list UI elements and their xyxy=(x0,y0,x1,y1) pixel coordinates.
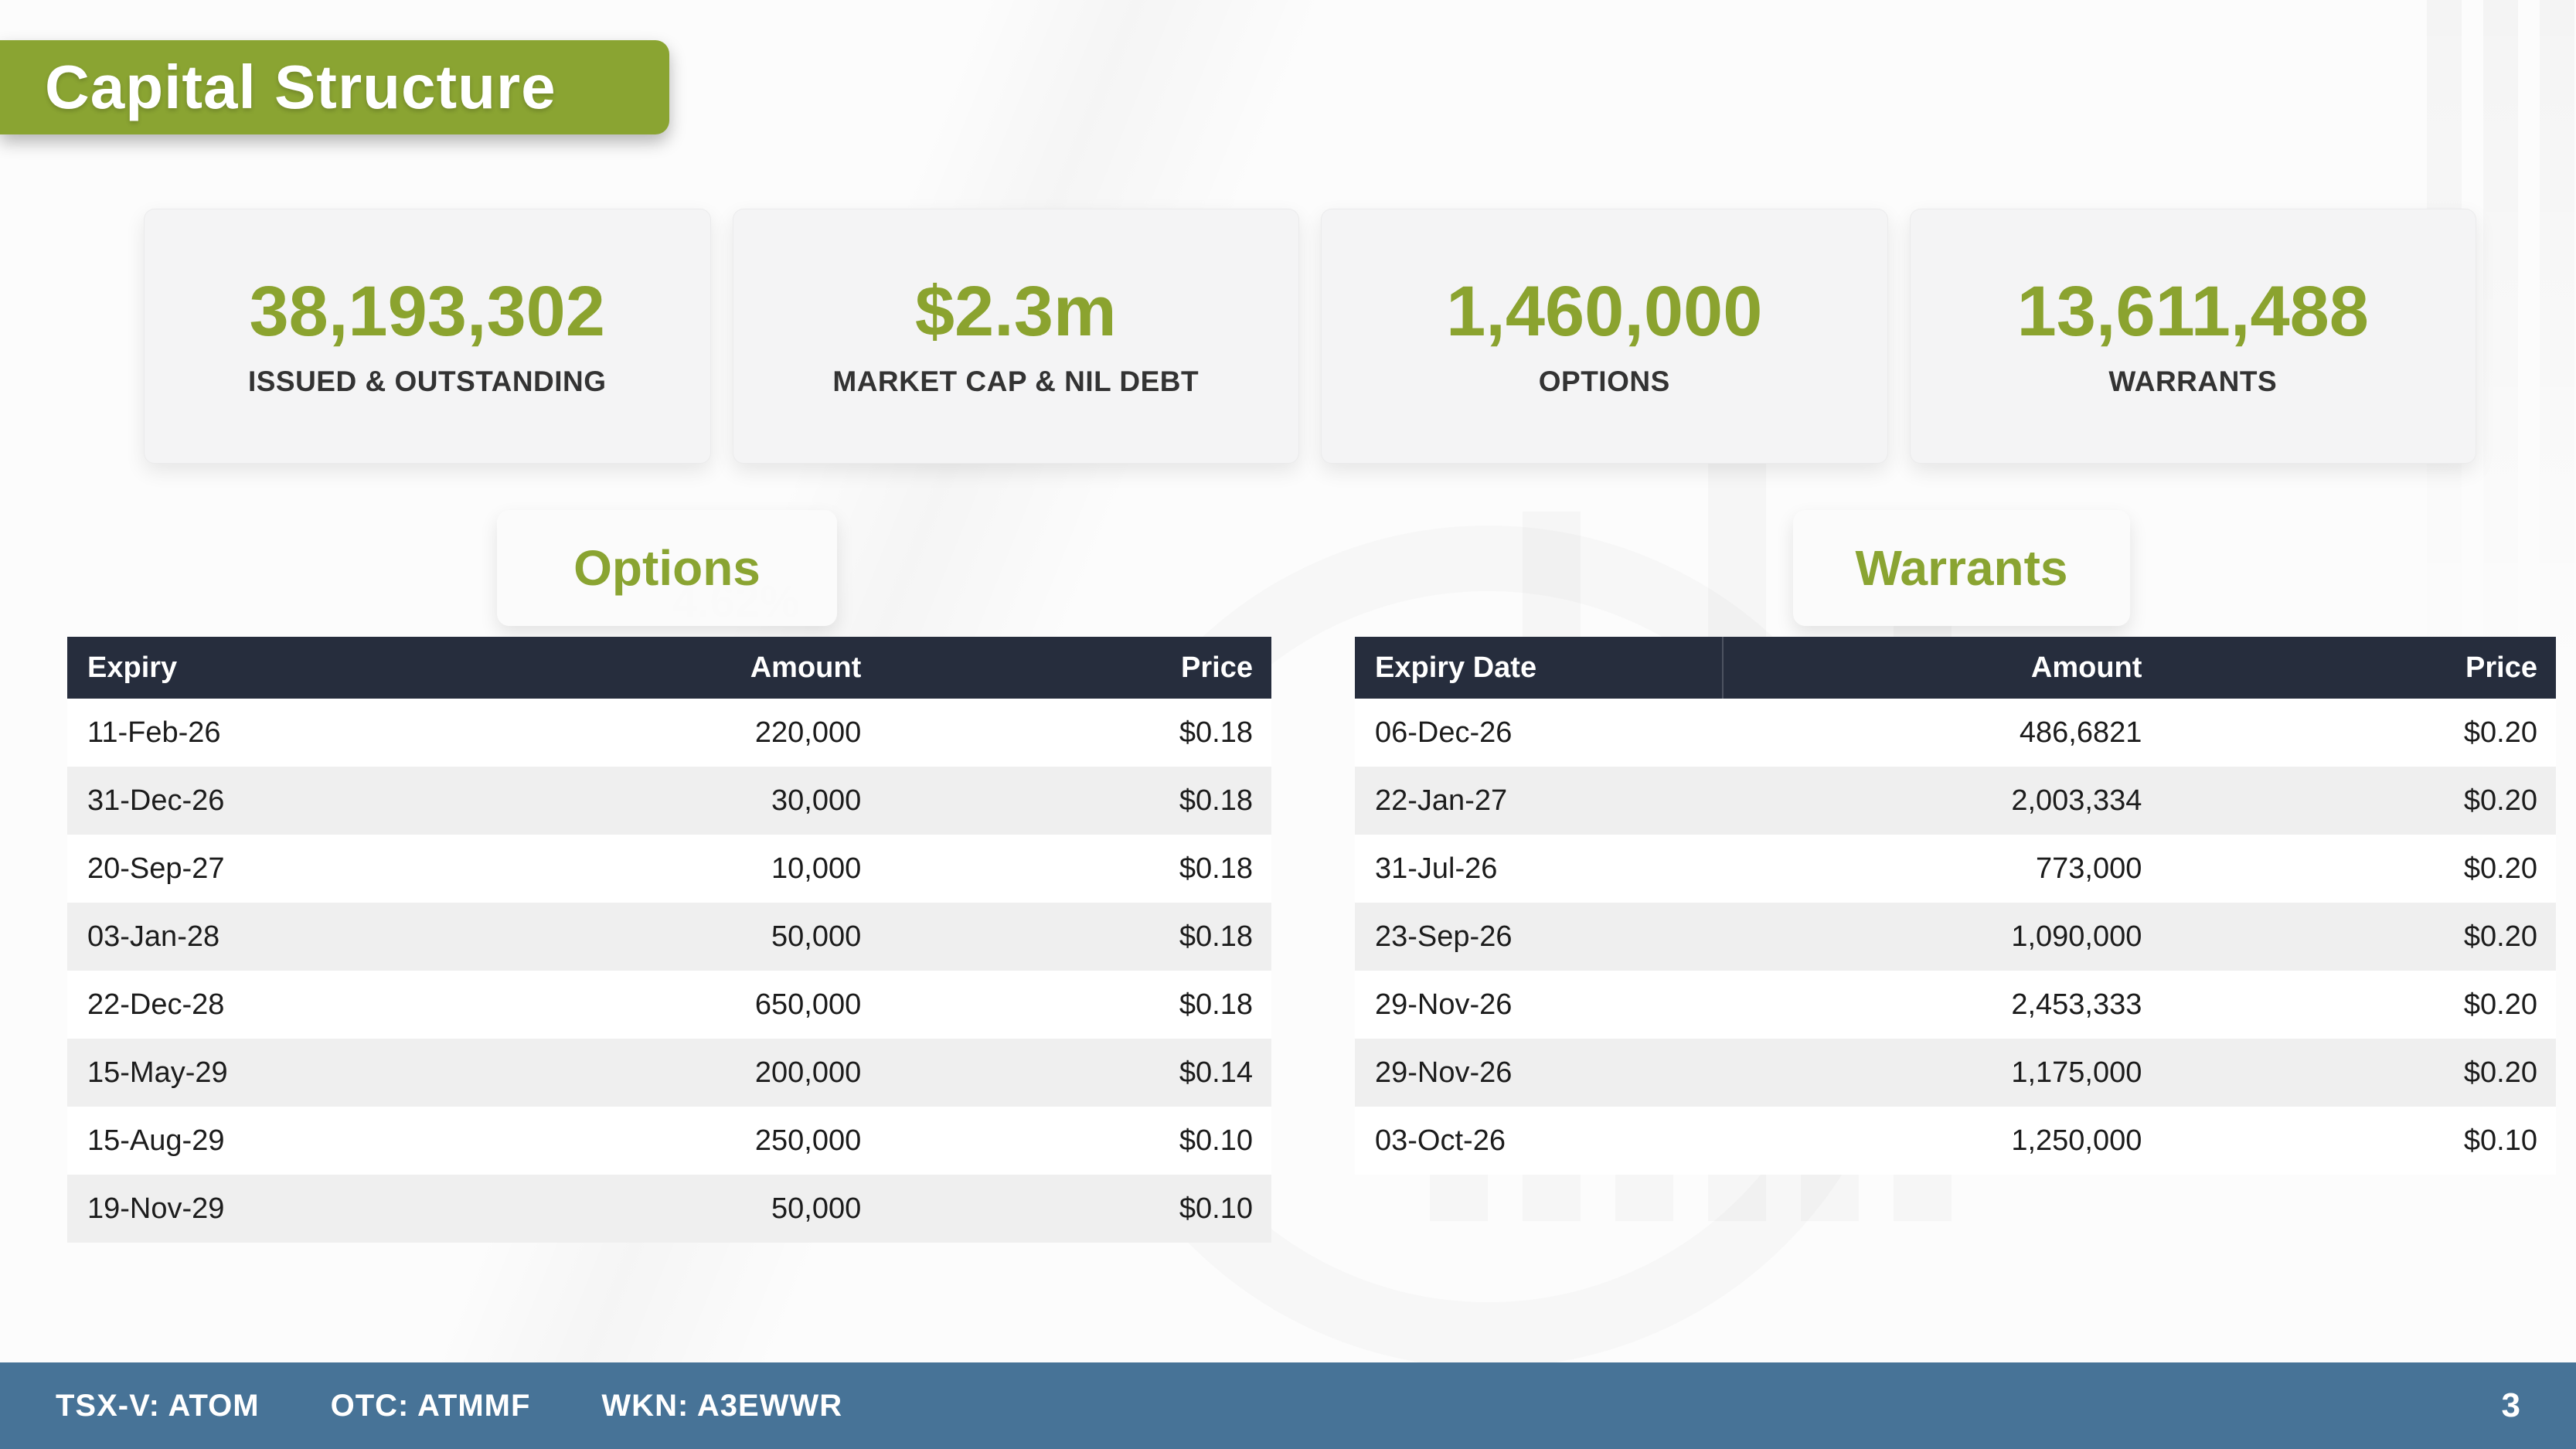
table-cell: $0.10 xyxy=(1179,1192,1253,1225)
stat-value: 1,460,000 xyxy=(1446,271,1763,351)
table-cell: 2,003,334 xyxy=(2011,784,2142,817)
table-cell: 30,000 xyxy=(771,784,862,817)
table-cell: 19-Nov-29 xyxy=(87,1192,225,1225)
footer-bar: TSX-V: ATOM OTC: ATMMF WKN: A3EWWR 3 xyxy=(0,1362,2576,1449)
table-cell: $0.18 xyxy=(1179,716,1253,749)
table-cell: 1,175,000 xyxy=(2011,1056,2142,1089)
options-table-header-row: Expiry Amount Price xyxy=(67,637,1271,699)
stats-row: 38,193,302 ISSUED & OUTSTANDING $2.3m MA… xyxy=(144,209,2476,464)
table-row: 20-Sep-27 10,000 $0.18 xyxy=(67,835,1271,903)
warrants-table-header-row: Expiry Date Amount Price xyxy=(1355,637,2556,699)
table-row: 03-Oct-26 1,250,000 $0.10 xyxy=(1355,1107,2556,1175)
table-cell: 15-Aug-29 xyxy=(87,1124,225,1157)
options-section-heading: Options xyxy=(497,510,837,626)
ticker-tsxv: TSX-V: ATOM xyxy=(56,1388,260,1423)
stat-label: WARRANTS xyxy=(2108,366,2278,398)
table-cell: 03-Oct-26 xyxy=(1375,1124,1506,1157)
table-row: 22-Dec-28 650,000 $0.18 xyxy=(67,971,1271,1039)
table-cell: 50,000 xyxy=(771,920,862,953)
warrants-heading-label: Warrants xyxy=(1855,540,2068,596)
table-cell: $0.20 xyxy=(2463,1056,2537,1089)
table-cell: 23-Sep-26 xyxy=(1375,920,1513,953)
table-cell: 22-Dec-28 xyxy=(87,988,225,1021)
column-header-amount: Amount xyxy=(428,637,863,699)
table-row: 19-Nov-29 50,000 $0.10 xyxy=(67,1175,1271,1243)
table-cell: 250,000 xyxy=(754,1124,862,1157)
ticker-list: TSX-V: ATOM OTC: ATMMF WKN: A3EWWR xyxy=(56,1389,842,1423)
warrants-table: Expiry Date Amount Price 06-Dec-26 486,68… xyxy=(1355,637,2556,1175)
stat-card-market-cap: $2.3m MARKET CAP & NIL DEBT xyxy=(732,209,1299,464)
table-cell: 15-May-29 xyxy=(87,1056,228,1089)
table-cell: $0.14 xyxy=(1179,1056,1253,1089)
table-cell: 10,000 xyxy=(771,852,862,885)
table-row: 31-Jul-26 773,000 $0.20 xyxy=(1355,835,2556,903)
table-cell: $0.20 xyxy=(2463,988,2537,1021)
table-cell: 06-Dec-26 xyxy=(1375,716,1513,749)
table-cell: 1,250,000 xyxy=(2011,1124,2142,1157)
table-cell: $0.20 xyxy=(2463,716,2537,749)
stat-value: 38,193,302 xyxy=(249,271,605,351)
stat-label: MARKET CAP & NIL DEBT xyxy=(832,366,1200,398)
table-cell: 31-Dec-26 xyxy=(87,784,225,817)
table-row: 15-Aug-29 250,000 $0.10 xyxy=(67,1107,1271,1175)
column-header-price: Price xyxy=(2142,637,2556,699)
table-cell: $0.20 xyxy=(2463,920,2537,953)
table-cell: 200,000 xyxy=(754,1056,862,1089)
ticker-otc: OTC: ATMMF xyxy=(330,1388,531,1423)
stat-card-options: 1,460,000 OPTIONS xyxy=(1321,209,1888,464)
table-cell: 11-Feb-26 xyxy=(87,716,221,749)
table-cell: $0.10 xyxy=(2463,1124,2537,1157)
ticker-wkn: WKN: A3EWWR xyxy=(601,1388,843,1423)
column-header-amount: Amount xyxy=(1722,637,2143,699)
table-cell: $0.10 xyxy=(1179,1124,1253,1157)
stat-label: ISSUED & OUTSTANDING xyxy=(247,366,607,398)
table-cell: 486,6821 xyxy=(2019,716,2142,749)
table-row: 29-Nov-26 2,453,333 $0.20 xyxy=(1355,971,2556,1039)
table-cell: 22-Jan-27 xyxy=(1375,784,1508,817)
page-number: 3 xyxy=(2501,1386,2520,1424)
table-cell: 1,090,000 xyxy=(2011,920,2142,953)
table-cell: $0.18 xyxy=(1179,852,1253,885)
warrants-section-heading: Warrants xyxy=(1793,510,2130,626)
options-table: Expiry Amount Price 11-Feb-26 220,000 $0.1… xyxy=(67,637,1271,1243)
stat-card-warrants: 13,611,488 WARRANTS xyxy=(1909,209,2476,464)
table-row: 29-Nov-26 1,175,000 $0.20 xyxy=(1355,1039,2556,1107)
table-cell: $0.18 xyxy=(1179,784,1253,817)
table-cell: 31-Jul-26 xyxy=(1375,852,1498,885)
page-title-banner: Capital Structure xyxy=(0,40,669,134)
table-cell: 220,000 xyxy=(754,716,862,749)
table-cell: $0.20 xyxy=(2463,784,2537,817)
table-row: 31-Dec-26 30,000 $0.18 xyxy=(67,767,1271,835)
table-row: 11-Feb-26 220,000 $0.18 xyxy=(67,699,1271,767)
table-cell: $0.18 xyxy=(1179,920,1253,953)
column-header-expiry: Expiry xyxy=(67,637,429,699)
table-row: 15-May-29 200,000 $0.14 xyxy=(67,1039,1271,1107)
table-row: 06-Dec-26 486,6821 $0.20 xyxy=(1355,699,2556,767)
table-row: 22-Jan-27 2,003,334 $0.20 xyxy=(1355,767,2556,835)
table-cell: 03-Jan-28 xyxy=(87,920,220,953)
table-cell: 773,000 xyxy=(2036,852,2142,885)
table-cell: 29-Nov-26 xyxy=(1375,1056,1513,1089)
table-row: 03-Jan-28 50,000 $0.18 xyxy=(67,903,1271,971)
column-header-price: Price xyxy=(862,637,1271,699)
column-header-expiry-date: Expiry Date xyxy=(1355,637,1724,699)
stat-value: $2.3m xyxy=(914,271,1117,351)
table-cell: 2,453,333 xyxy=(2011,988,2142,1021)
page-title: Capital Structure xyxy=(45,53,556,121)
table-cell: 50,000 xyxy=(771,1192,862,1225)
table-cell: $0.18 xyxy=(1179,988,1253,1021)
table-cell: 29-Nov-26 xyxy=(1375,988,1513,1021)
table-cell: 20-Sep-27 xyxy=(87,852,225,885)
table-cell: 650,000 xyxy=(754,988,862,1021)
table-cell: $0.20 xyxy=(2463,852,2537,885)
stat-card-issued-outstanding: 38,193,302 ISSUED & OUTSTANDING xyxy=(144,209,711,464)
options-heading-label: Options xyxy=(573,540,761,596)
stat-value: 13,611,488 xyxy=(2016,271,2369,351)
stat-label: OPTIONS xyxy=(1538,366,1670,398)
table-row: 23-Sep-26 1,090,000 $0.20 xyxy=(1355,903,2556,971)
